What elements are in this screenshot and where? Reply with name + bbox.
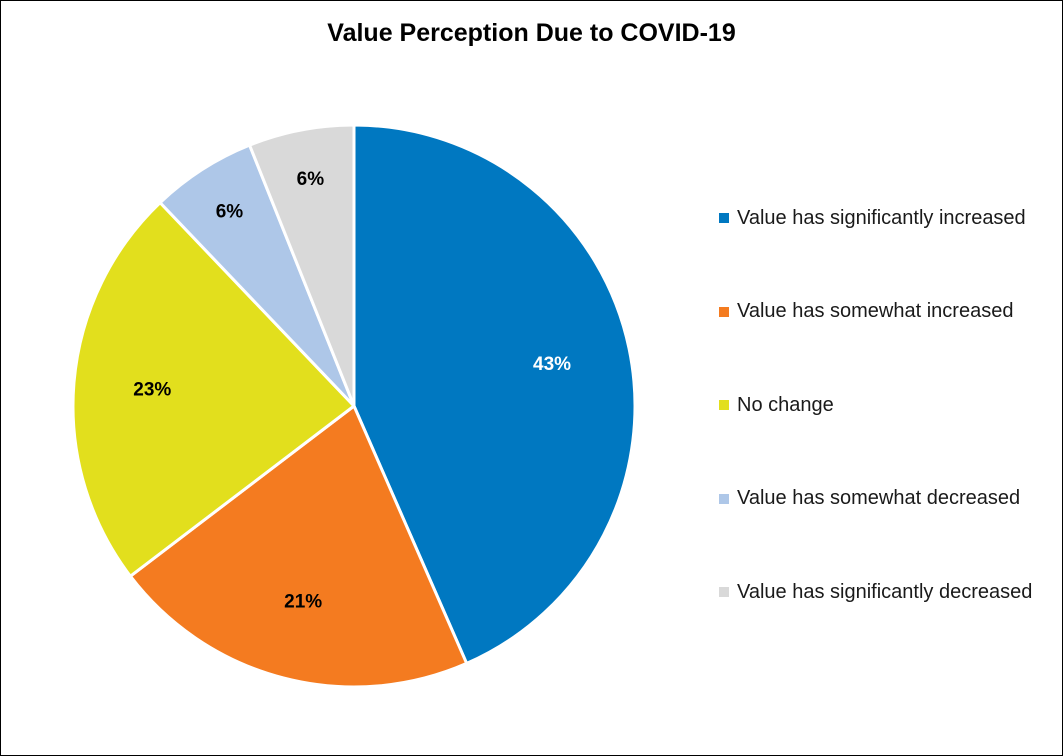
legend-swatch bbox=[719, 587, 729, 597]
legend-label: Value has significantly decreased bbox=[737, 580, 1033, 603]
pie-slice-no-change bbox=[71, 201, 356, 578]
legend: Value has significantly increased Value … bbox=[719, 205, 1032, 673]
chart-title: Value Perception Due to COVID-19 bbox=[327, 19, 736, 47]
legend-label: No change bbox=[737, 393, 834, 416]
legend-item-somewhat-increased: Value has somewhat increased bbox=[719, 299, 1032, 325]
legend-label: Value has significantly increased bbox=[737, 206, 1026, 229]
legend-item-significantly-decreased: Value has significantly decreased bbox=[719, 579, 1032, 605]
data-label-somewhat-increased: 21% bbox=[284, 591, 322, 612]
legend-swatch bbox=[719, 213, 729, 223]
pie-slice-significantly-decreased bbox=[248, 123, 356, 408]
data-label-somewhat-decreased: 6% bbox=[216, 202, 244, 223]
legend-swatch bbox=[719, 306, 729, 317]
data-label-significantly-decreased: 6% bbox=[297, 169, 325, 190]
legend-item-somewhat-decreased: Value has somewhat decreased bbox=[719, 486, 1032, 512]
legend-label: Value has somewhat decreased bbox=[737, 487, 1021, 509]
legend-label: Value has somewhat increased bbox=[737, 300, 1014, 322]
pie-slice-somewhat-increased bbox=[128, 404, 469, 689]
legend-item-no-change: No change bbox=[719, 392, 1032, 418]
legend-item-significantly-increased: Value has significantly increased bbox=[719, 205, 1032, 231]
data-label-significantly-increased: 43% bbox=[533, 354, 571, 375]
pie-slice-significantly-increased bbox=[352, 123, 637, 665]
data-label-no-change: 23% bbox=[133, 379, 171, 400]
legend-swatch bbox=[719, 493, 729, 504]
legend-swatch bbox=[719, 400, 729, 410]
